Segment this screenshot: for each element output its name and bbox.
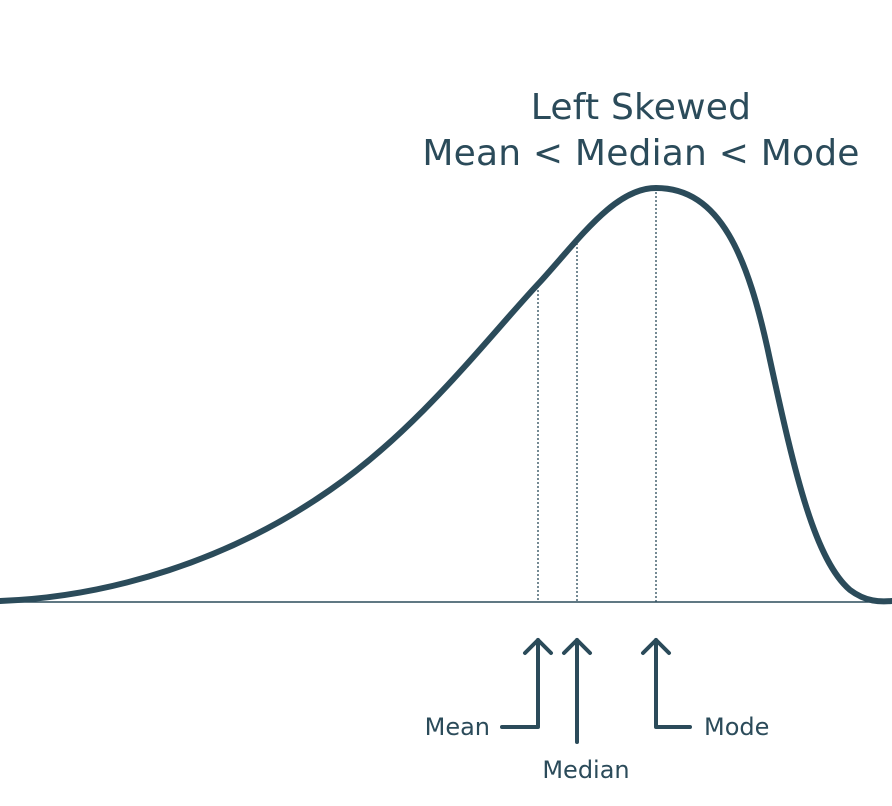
median-label: Median bbox=[542, 756, 629, 784]
mean-label: Mean bbox=[425, 713, 490, 741]
median-arrow-icon bbox=[562, 638, 592, 744]
mode-arrow-icon bbox=[641, 638, 692, 729]
mode-label: Mode bbox=[704, 713, 769, 741]
diagram-subtitle: Mean < Median < Mode bbox=[422, 133, 860, 174]
mean-arrow-icon bbox=[500, 638, 553, 729]
distribution-curve bbox=[0, 185, 892, 605]
diagram-title: Left Skewed bbox=[530, 87, 752, 128]
